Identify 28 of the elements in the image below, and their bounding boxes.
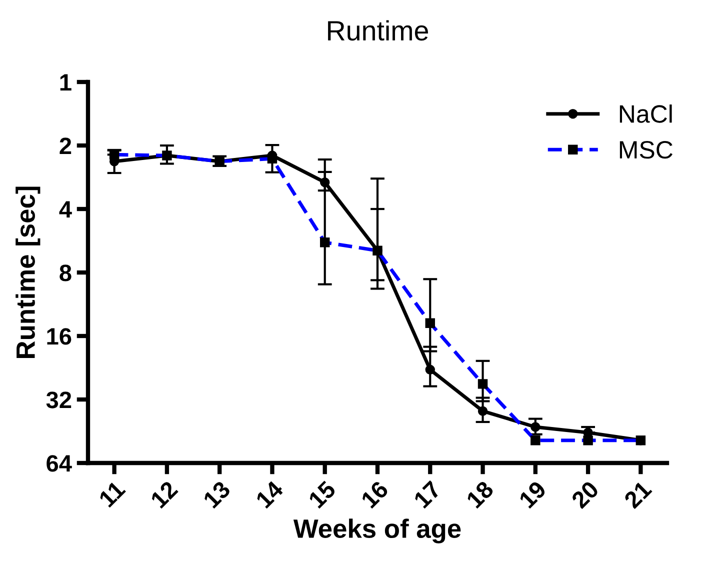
point: [320, 177, 330, 188]
x-tick-label: 15: [308, 480, 337, 509]
x-tick-label: 11: [98, 480, 126, 508]
point: [214, 156, 224, 166]
point: [530, 422, 540, 432]
y-tick-label: 32: [46, 392, 72, 408]
y-axis-title: Runtime [sec]: [16, 186, 40, 358]
y-tick-label: 16: [47, 328, 72, 345]
x-tick-label: 19: [518, 480, 548, 509]
x-tick-label: 18: [466, 480, 495, 509]
x-tick-label: 20: [570, 480, 600, 510]
x-tick-label: 14: [255, 480, 284, 509]
x-tick-label: 13: [202, 480, 232, 509]
x-tick-label: 21: [623, 480, 652, 510]
point: [478, 406, 488, 416]
x-tick-label: 17: [413, 480, 442, 509]
legend-label: NaCl: [620, 104, 672, 123]
y-tick-label: 8: [60, 264, 72, 282]
x-axis-title: Weeks of age: [293, 518, 461, 544]
x-tick-label: 16: [360, 480, 390, 509]
point: [425, 364, 435, 375]
y-tick-label: 1: [60, 74, 72, 91]
y-tick-label: 64: [46, 455, 72, 472]
legend-label: MSC: [620, 140, 672, 159]
y-tick-label: 2: [60, 138, 72, 154]
x-tick-label: 12: [150, 480, 178, 509]
chart-title: Runtime: [328, 20, 428, 41]
y-tick-label: 4: [59, 201, 72, 218]
